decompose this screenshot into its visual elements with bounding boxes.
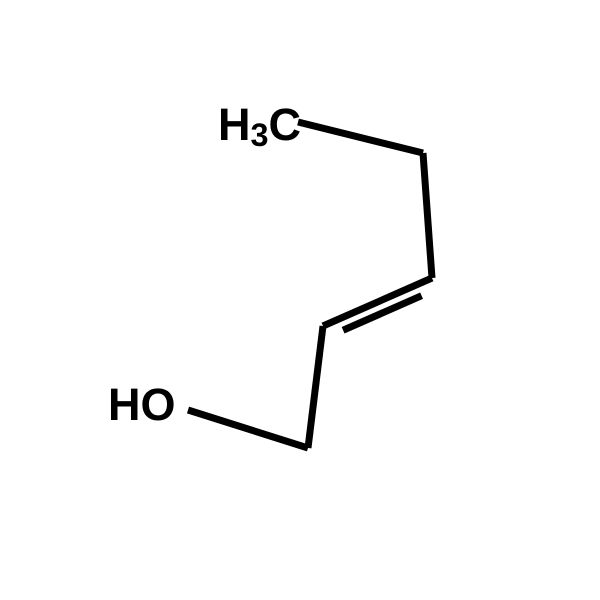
labels-layer: H3C HO <box>108 99 301 430</box>
molecule-diagram: H3C HO <box>0 0 600 600</box>
atom-label: H3C <box>218 99 301 153</box>
atom-label: HO <box>108 379 176 430</box>
bonds-layer <box>188 122 432 448</box>
